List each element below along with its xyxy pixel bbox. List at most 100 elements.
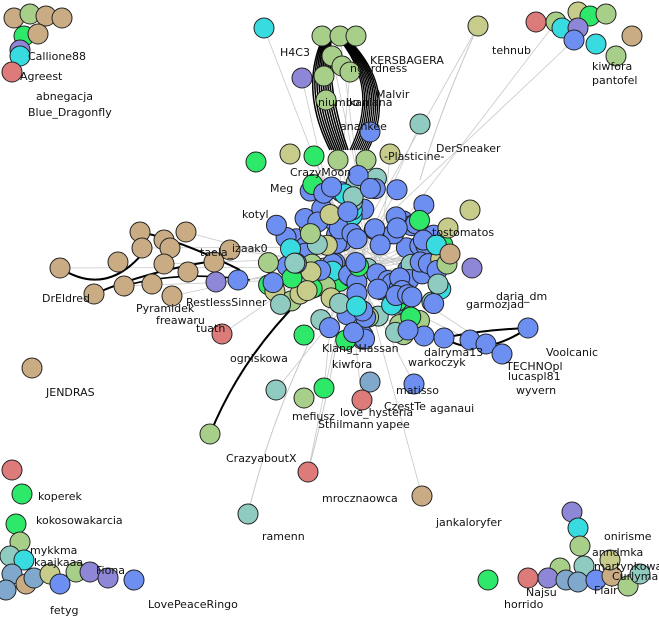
graph-node[interactable] bbox=[2, 62, 22, 82]
node-label: Blue_Dragonfly bbox=[28, 106, 112, 119]
graph-node[interactable] bbox=[526, 12, 546, 32]
graph-node[interactable] bbox=[271, 294, 291, 314]
node-label: Agreest bbox=[20, 70, 63, 83]
graph-node[interactable] bbox=[440, 244, 460, 264]
graph-node[interactable] bbox=[387, 218, 407, 238]
graph-node[interactable] bbox=[22, 358, 42, 378]
graph-node[interactable] bbox=[297, 281, 317, 301]
graph-node[interactable] bbox=[294, 325, 314, 345]
graph-node[interactable] bbox=[285, 253, 305, 273]
node-label: Najsu bbox=[526, 586, 557, 599]
graph-node[interactable] bbox=[238, 504, 258, 524]
graph-node[interactable] bbox=[246, 152, 266, 172]
graph-node[interactable] bbox=[360, 372, 380, 392]
graph-node[interactable] bbox=[176, 222, 196, 242]
graph-node[interactable] bbox=[468, 16, 488, 36]
node-label: LovePeaceRingo bbox=[148, 598, 238, 611]
graph-node[interactable] bbox=[304, 146, 324, 166]
graph-node[interactable] bbox=[320, 318, 340, 338]
graph-node[interactable] bbox=[370, 235, 390, 255]
graph-node[interactable] bbox=[410, 210, 430, 230]
graph-node[interactable] bbox=[347, 229, 367, 249]
graph-node[interactable] bbox=[410, 114, 430, 134]
node-label: horrido bbox=[504, 598, 544, 611]
graph-node[interactable] bbox=[314, 378, 334, 398]
graph-node[interactable] bbox=[622, 26, 642, 46]
node-label: ngardness bbox=[350, 62, 407, 75]
graph-node[interactable] bbox=[12, 484, 32, 504]
graph-node[interactable] bbox=[344, 323, 364, 343]
graph-node[interactable] bbox=[346, 26, 366, 46]
graph-node[interactable] bbox=[132, 238, 152, 258]
graph-node[interactable] bbox=[6, 514, 26, 534]
graph-node[interactable] bbox=[280, 144, 300, 164]
node-label: kiwfora bbox=[592, 60, 632, 73]
graph-node[interactable] bbox=[434, 328, 454, 348]
graph-node[interactable] bbox=[142, 274, 162, 294]
node-label: CrazyaboutX bbox=[226, 452, 297, 465]
graph-node[interactable] bbox=[108, 252, 128, 272]
graph-node[interactable] bbox=[50, 258, 70, 278]
node-label: izaak0 bbox=[232, 242, 268, 255]
graph-node[interactable] bbox=[360, 178, 380, 198]
graph-node[interactable] bbox=[424, 294, 444, 314]
graph-node[interactable] bbox=[518, 568, 538, 588]
graph-node[interactable] bbox=[263, 273, 283, 293]
graph-node[interactable] bbox=[254, 18, 274, 38]
graph-node[interactable] bbox=[294, 388, 314, 408]
graph-node[interactable] bbox=[398, 320, 418, 340]
graph-node[interactable] bbox=[200, 424, 220, 444]
graph-node[interactable] bbox=[346, 252, 366, 272]
graph-node[interactable] bbox=[266, 380, 286, 400]
graph-node[interactable] bbox=[0, 580, 16, 600]
graph-node[interactable] bbox=[228, 270, 248, 290]
graph-node[interactable] bbox=[518, 318, 538, 338]
graph-node[interactable] bbox=[266, 215, 286, 235]
graph-node[interactable] bbox=[178, 262, 198, 282]
graph-node[interactable] bbox=[124, 570, 144, 590]
graph-node[interactable] bbox=[428, 274, 448, 294]
graph-node[interactable] bbox=[322, 177, 342, 197]
graph-node[interactable] bbox=[52, 8, 72, 28]
graph-node[interactable] bbox=[368, 279, 388, 299]
graph-node[interactable] bbox=[292, 68, 312, 88]
node-label: Fiona bbox=[96, 564, 125, 577]
graph-node[interactable] bbox=[568, 572, 588, 592]
graph-node[interactable] bbox=[478, 570, 498, 590]
graph-node[interactable] bbox=[347, 296, 367, 316]
node-label: onirisme bbox=[604, 530, 652, 543]
graph-node[interactable] bbox=[28, 24, 48, 44]
graph-node[interactable] bbox=[2, 460, 22, 480]
node-label: fetyg bbox=[50, 604, 78, 617]
graph-node[interactable] bbox=[320, 205, 340, 225]
node-label: pantofel bbox=[592, 74, 637, 87]
graph-node[interactable] bbox=[298, 462, 318, 482]
graph-node[interactable] bbox=[314, 66, 334, 86]
graph-node[interactable] bbox=[460, 200, 480, 220]
graph-node[interactable] bbox=[206, 272, 226, 292]
nodes-layer bbox=[0, 2, 650, 600]
node-label: Voolcanic bbox=[546, 346, 598, 359]
graph-node[interactable] bbox=[114, 276, 134, 296]
graph-node[interactable] bbox=[412, 486, 432, 506]
node-label: yapee bbox=[376, 418, 410, 431]
node-label: mrocznaowca bbox=[322, 492, 398, 505]
graph-node[interactable] bbox=[258, 253, 278, 273]
graph-node[interactable] bbox=[586, 34, 606, 54]
node-label: tostomatos bbox=[432, 226, 494, 239]
graph-node[interactable] bbox=[538, 568, 558, 588]
graph-node[interactable] bbox=[402, 287, 422, 307]
node-label: jankaloryfer bbox=[435, 516, 502, 529]
node-label: Callione88 bbox=[28, 50, 86, 63]
graph-node[interactable] bbox=[596, 4, 616, 24]
graph-node[interactable] bbox=[564, 30, 584, 50]
graph-node[interactable] bbox=[312, 26, 332, 46]
graph-node[interactable] bbox=[338, 202, 358, 222]
graph-node[interactable] bbox=[387, 180, 407, 200]
graph-node[interactable] bbox=[570, 536, 590, 556]
graph-node[interactable] bbox=[568, 518, 588, 538]
graph-node[interactable] bbox=[154, 254, 174, 274]
graph-node[interactable] bbox=[300, 224, 320, 244]
graph-node[interactable] bbox=[462, 258, 482, 278]
